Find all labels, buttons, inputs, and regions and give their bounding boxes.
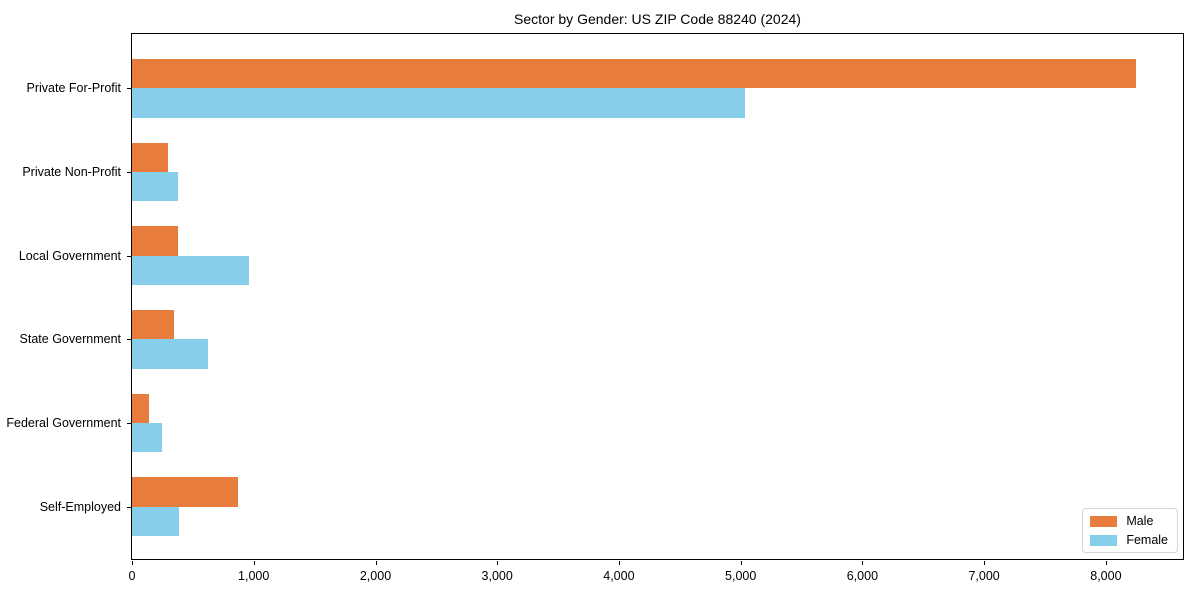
x-axis-tick — [497, 561, 499, 565]
y-axis-tick — [127, 172, 131, 173]
x-axis-tick-label: 6,000 — [846, 569, 879, 583]
y-axis-label-self-employed: Self-Employed — [39, 499, 121, 514]
y-axis-label-private-for-profit: Private For-Profit — [26, 81, 121, 96]
legend-item-male: Male — [1090, 514, 1168, 528]
bar-female-state-government — [132, 339, 208, 369]
y-axis-label-private-non-profit: Private Non-Profit — [22, 165, 121, 179]
bar-female-private-non-profit — [132, 172, 179, 202]
bar-male-local-government — [132, 226, 179, 256]
legend-swatch-female — [1090, 534, 1118, 546]
x-axis-tick-label: 4,000 — [603, 569, 635, 583]
x-axis-tick — [375, 561, 377, 565]
y-axis-label-federal-government: Federal Government — [6, 416, 121, 430]
y-axis-tick — [127, 88, 131, 90]
legend-label: Male — [1126, 514, 1154, 528]
y-axis-label-state-government: State Government — [19, 332, 121, 347]
y-axis-label-local-government: Local Government — [18, 248, 121, 263]
legend-label: Female — [1126, 533, 1168, 547]
legend-swatch-male — [1090, 515, 1118, 527]
legend: Male Female — [1082, 508, 1178, 553]
x-axis-tick — [253, 561, 255, 565]
bar-female-self-employed — [132, 506, 179, 536]
bar-male-private-for-profit — [132, 59, 1137, 89]
bar-male-federal-government — [132, 393, 149, 423]
x-axis-tick-label: 8,000 — [1090, 569, 1122, 583]
x-axis-tick — [132, 561, 133, 565]
bar-female-private-for-profit — [132, 88, 745, 118]
bar-female-local-government — [132, 255, 249, 285]
x-axis-tick-label: 1,000 — [238, 569, 270, 583]
x-axis-tick-label: 3,000 — [481, 569, 513, 583]
y-axis-tick — [127, 423, 131, 424]
x-axis-tick-label: 0 — [128, 569, 136, 583]
y-axis-tick — [127, 339, 131, 341]
x-axis-tick — [740, 561, 742, 565]
x-axis-tick-label: 7,000 — [968, 569, 1000, 583]
x-axis-tick-label: 5,000 — [725, 569, 757, 583]
x-axis-tick — [862, 561, 864, 565]
plot-area: Male Female Private For-Profit Private Non… — [6, 33, 1184, 583]
x-axis-tick — [1105, 561, 1107, 565]
x-axis-tick-label: 2,000 — [359, 569, 392, 583]
y-axis-tick — [127, 506, 131, 508]
chart-title: Sector by Gender: US ZIP Code 88240 (202… — [514, 11, 801, 27]
bar-female-federal-government — [132, 423, 162, 453]
x-axis-tick — [984, 561, 986, 565]
legend-item-female: Female — [1090, 533, 1168, 547]
bar-male-private-non-profit — [132, 142, 168, 172]
bar-male-state-government — [132, 310, 174, 340]
bar-male-self-employed — [132, 477, 238, 507]
y-axis-tick — [127, 255, 131, 257]
x-axis-tick — [618, 561, 620, 565]
